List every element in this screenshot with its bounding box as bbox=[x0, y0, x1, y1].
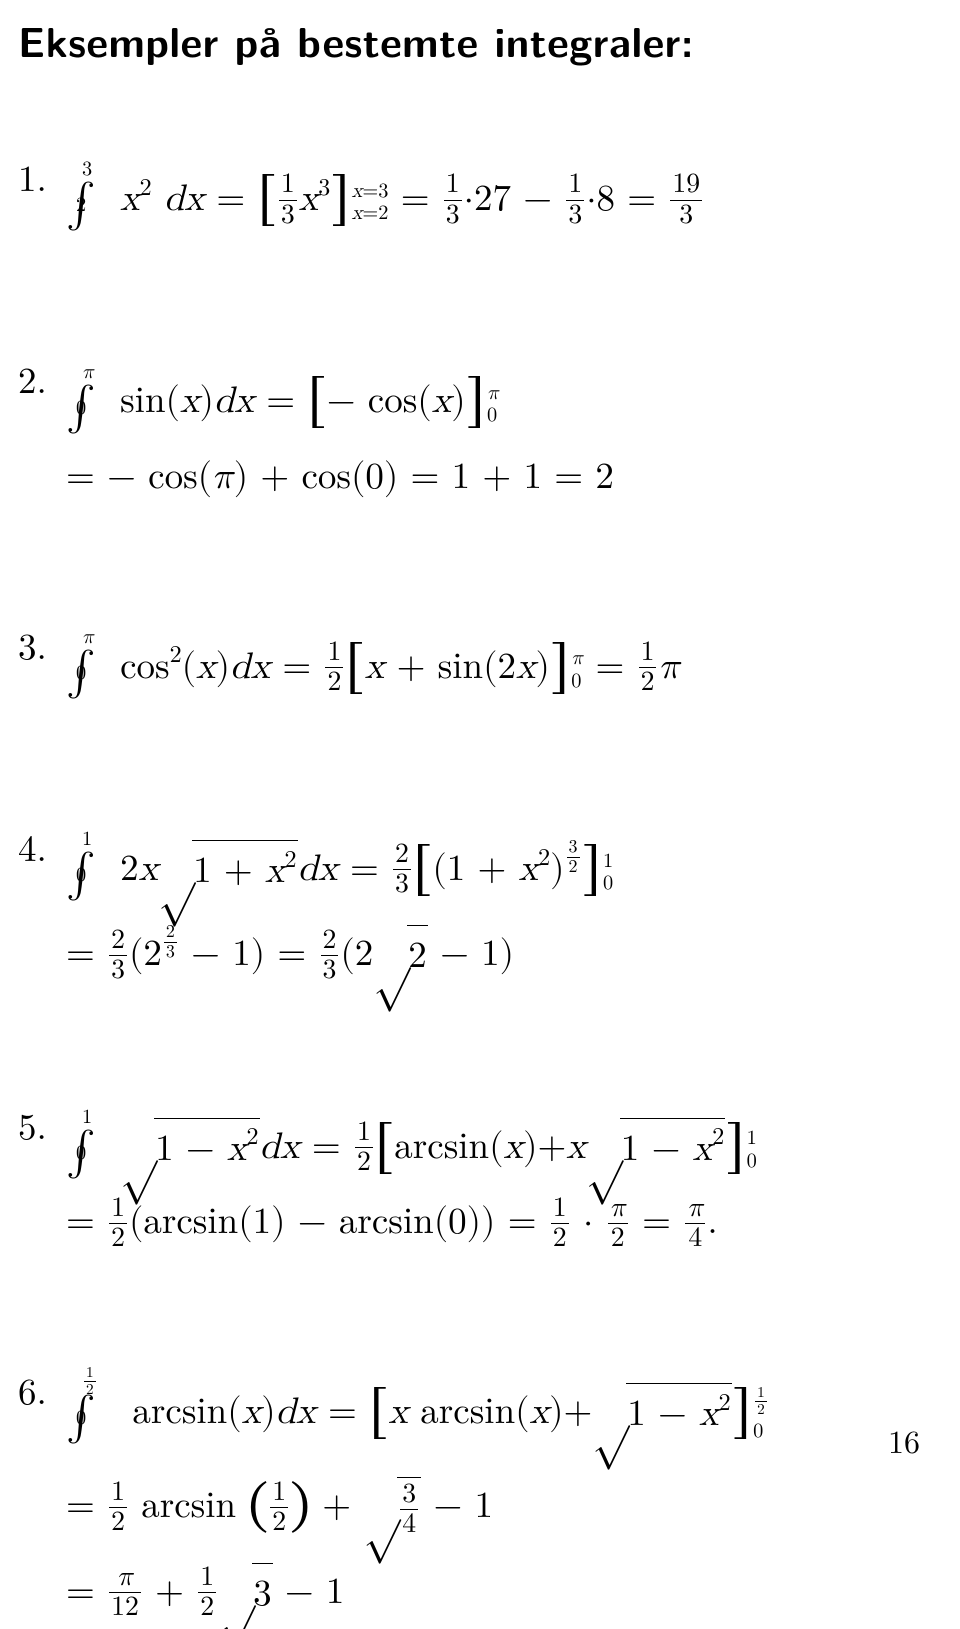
math-expression: = 12(arcsin(1) − arcsin(0)) = 12 · π2 = … bbox=[18, 1192, 930, 1255]
section-heading: Eksempler på bestemte integraler: bbox=[18, 10, 930, 70]
page: Eksempler på bestemte integraler: 1.∫32 … bbox=[0, 0, 960, 1493]
math-expression: = 23(223 − 1) = 23(22 − 1) bbox=[18, 914, 930, 989]
math-expression: ∫π0 cos2(x)dx = 12[x + sin(2x)]π0 = 12π bbox=[66, 649, 680, 686]
math-expression: = 12 arcsin (12) + 34 − 1 bbox=[18, 1457, 930, 1551]
math-expression: ∫120 arcsin(x)dx = [x arcsin(x)+1 − x2]1… bbox=[66, 1394, 769, 1431]
example-item: 1.∫32 x2 dx = [13x3]x=3x=2 = 13·27 − 13·… bbox=[18, 150, 930, 244]
item-number: 1. bbox=[18, 150, 66, 213]
math-expression: = − cos(π) + cos(0) = 1 + 1 = 2 bbox=[18, 447, 930, 510]
math-expression: ∫π0 sin(x)dx = [− cos(x)]π0 bbox=[66, 383, 499, 420]
item-number: 4. bbox=[18, 820, 66, 883]
page-number: 16 bbox=[888, 1418, 920, 1463]
math-expression: ∫32 x2 dx = [13x3]x=3x=2 = 13·27 − 13·8 … bbox=[66, 181, 704, 218]
math-expression: ∫10 1 − x2dx = 12[arcsin(x)+x1 − x2]10 bbox=[66, 1129, 757, 1166]
example-item: 6.∫120 arcsin(x)dx = [x arcsin(x)+1 − x2… bbox=[18, 1363, 930, 1627]
examples-list: 1.∫32 x2 dx = [13x3]x=3x=2 = 13·27 − 13·… bbox=[18, 150, 930, 1627]
math-expression: ∫10 2x1 + x2dx = 23[(1 + x2)32]10 bbox=[66, 851, 613, 888]
item-number: 5. bbox=[18, 1098, 66, 1161]
item-number: 6. bbox=[18, 1363, 66, 1426]
item-number: 2. bbox=[18, 352, 66, 415]
example-item: 2.∫π0 sin(x)dx = [− cos(x)]π0 = − cos(π) … bbox=[18, 352, 930, 509]
example-item: 4.∫10 2x1 + x2dx = 23[(1 + x2)32]10 = 23(… bbox=[18, 820, 930, 990]
example-item: 3.∫π0 cos2(x)dx = 12[x + sin(2x)]π0 = 12… bbox=[18, 618, 930, 712]
math-expression: = π12 + 123 − 1 bbox=[18, 1552, 930, 1627]
item-number: 3. bbox=[18, 618, 66, 681]
example-item: 5.∫10 1 − x2dx = 12[arcsin(x)+x1 − x2]10… bbox=[18, 1098, 930, 1255]
